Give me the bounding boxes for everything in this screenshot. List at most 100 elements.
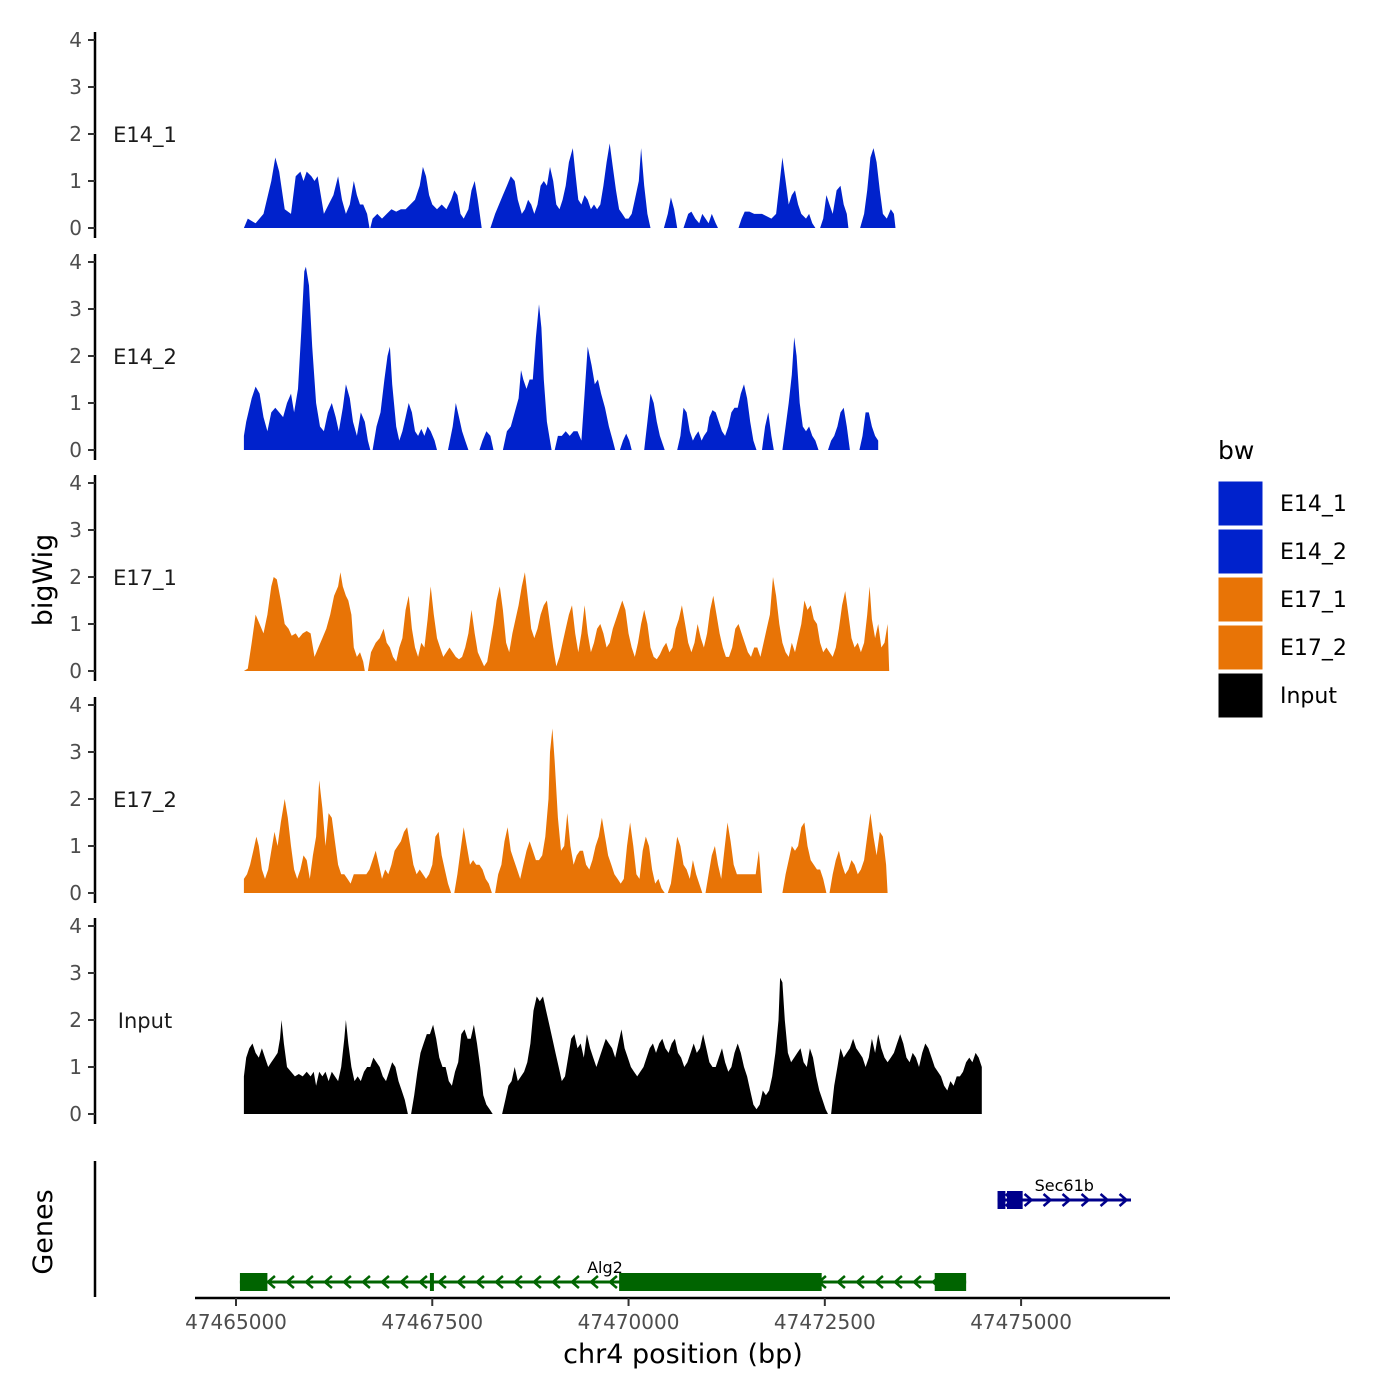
strand-arrow — [418, 1275, 428, 1289]
x-axis: 47465000 47467500 47470000 47472500 47475000 — [185, 1296, 1170, 1334]
legend-item-e17-1: E17_1 — [1217, 576, 1347, 623]
strand-arrow — [304, 1275, 314, 1289]
track-label-e17-1: E17_1 — [113, 566, 177, 591]
strand-arrow — [494, 1275, 504, 1289]
y-tick-label: 3 — [69, 961, 82, 985]
track-e14-1: 0 1 2 3 4 E14_1 — [69, 28, 896, 240]
y-tick-label: 2 — [69, 1008, 82, 1032]
legend-label: E14_1 — [1280, 492, 1347, 517]
legend-swatch — [1217, 480, 1264, 527]
strand-arrow — [570, 1275, 580, 1289]
track-label-input: Input — [118, 1009, 172, 1033]
y-tick-label: 1 — [69, 391, 82, 415]
gene-label: Alg2 — [587, 1258, 623, 1277]
strand-arrow — [532, 1275, 542, 1289]
strand-arrow — [361, 1275, 371, 1289]
track-label-e14-1: E14_1 — [113, 123, 177, 148]
strand-arrow — [266, 1275, 276, 1289]
y-tick-label: 0 — [69, 438, 82, 462]
legend-swatch — [1217, 576, 1264, 623]
y-tick-label: 0 — [69, 216, 82, 240]
x-tick-label: 47465000 — [185, 1310, 287, 1334]
exon — [619, 1273, 822, 1291]
strand-arrow — [475, 1275, 485, 1289]
track-e17-1: 0 1 2 3 4 E17_1 — [69, 471, 890, 683]
track-label-e14-2: E14_2 — [113, 345, 177, 370]
legend-label: E17_2 — [1280, 636, 1347, 661]
x-axis-title: chr4 position (bp) — [563, 1339, 803, 1370]
strand-arrow — [456, 1275, 466, 1289]
strand-arrow — [1042, 1193, 1053, 1207]
track-input: 0 1 2 3 4 Input — [69, 914, 982, 1126]
strand-arrow — [323, 1275, 333, 1289]
strand-arrow — [551, 1275, 561, 1289]
exon — [997, 1191, 1006, 1209]
legend-label: Input — [1280, 684, 1337, 709]
track-label-e17-2: E17_2 — [113, 788, 177, 813]
y-tick-label: 1 — [69, 612, 82, 636]
y-tick-label: 2 — [69, 787, 82, 811]
y-tick-label: 0 — [69, 659, 82, 683]
coverage-area-input — [243, 977, 982, 1114]
legend-swatch — [1217, 672, 1264, 719]
y-tick-label: 1 — [69, 834, 82, 858]
genes-axis-title: Genes — [28, 1189, 59, 1274]
strand-arrow — [285, 1275, 295, 1289]
y-tick-label: 4 — [69, 250, 82, 274]
strand-arrow — [1023, 1193, 1034, 1207]
exon — [429, 1273, 434, 1291]
strand-arrow — [342, 1275, 352, 1289]
legend-item-e14-2: E14_2 — [1217, 528, 1347, 575]
legend-label: E14_2 — [1280, 540, 1347, 565]
strand-arrow — [836, 1275, 846, 1289]
track-e17-2: 0 1 2 3 4 E17_2 — [69, 693, 888, 905]
strand-arrow — [589, 1275, 599, 1289]
y-axis-title: bigWig — [28, 534, 59, 627]
y-tick-label: 3 — [69, 518, 82, 542]
y-tick-label: 0 — [69, 1102, 82, 1126]
y-tick-label: 3 — [69, 740, 82, 764]
legend: bw E14_1 E14_2 E17_1 E17_2 Input — [1217, 436, 1347, 719]
y-tick-label: 1 — [69, 169, 82, 193]
strand-arrow — [399, 1275, 409, 1289]
strand-arrow — [380, 1275, 390, 1289]
y-tick-label: 3 — [69, 297, 82, 321]
legend-label: E17_1 — [1280, 588, 1347, 613]
gene-alg2: Alg2 — [239, 1258, 967, 1291]
y-tick-label: 2 — [69, 344, 82, 368]
coverage-area-e14-1 — [243, 143, 896, 228]
gene-track: Sec61b Alg2 — [93, 1161, 1131, 1297]
y-tick-label: 2 — [69, 122, 82, 146]
exon — [934, 1273, 967, 1291]
gene-label: Sec61b — [1035, 1176, 1094, 1195]
strand-arrow — [912, 1275, 922, 1289]
y-tick-label: 4 — [69, 471, 82, 495]
bigwig-tracks: 0 1 2 3 4 E14_1 0 1 2 3 4 E14_2 0 1 2 3 4 E17_1 0 1 2 3 4 E17_2… — [69, 28, 982, 1126]
strand-arrow — [513, 1275, 523, 1289]
exon — [239, 1273, 268, 1291]
y-tick-label: 4 — [69, 693, 82, 717]
strand-arrow — [1099, 1193, 1110, 1207]
x-tick-label: 47472500 — [774, 1310, 876, 1334]
coverage-area-e17-2 — [243, 728, 888, 893]
y-tick-label: 4 — [69, 914, 82, 938]
y-tick-label: 4 — [69, 28, 82, 52]
track-e14-2: 0 1 2 3 4 E14_2 — [69, 250, 879, 462]
legend-swatch — [1217, 528, 1264, 575]
exon — [1006, 1191, 1023, 1209]
coverage-area-e17-1 — [243, 572, 890, 671]
strand-arrow — [1061, 1193, 1072, 1207]
coverage-area-e14-2 — [243, 266, 879, 450]
x-tick-label: 47475000 — [970, 1310, 1072, 1334]
legend-swatch — [1217, 624, 1264, 671]
strand-arrow — [1080, 1193, 1091, 1207]
y-tick-label: 0 — [69, 881, 82, 905]
legend-item-input: Input — [1217, 672, 1337, 719]
strand-arrow — [437, 1275, 447, 1289]
strand-arrow — [893, 1275, 903, 1289]
y-tick-label: 2 — [69, 565, 82, 589]
y-tick-label: 1 — [69, 1055, 82, 1079]
y-tick-label: 3 — [69, 75, 82, 99]
x-tick-label: 47470000 — [578, 1310, 680, 1334]
